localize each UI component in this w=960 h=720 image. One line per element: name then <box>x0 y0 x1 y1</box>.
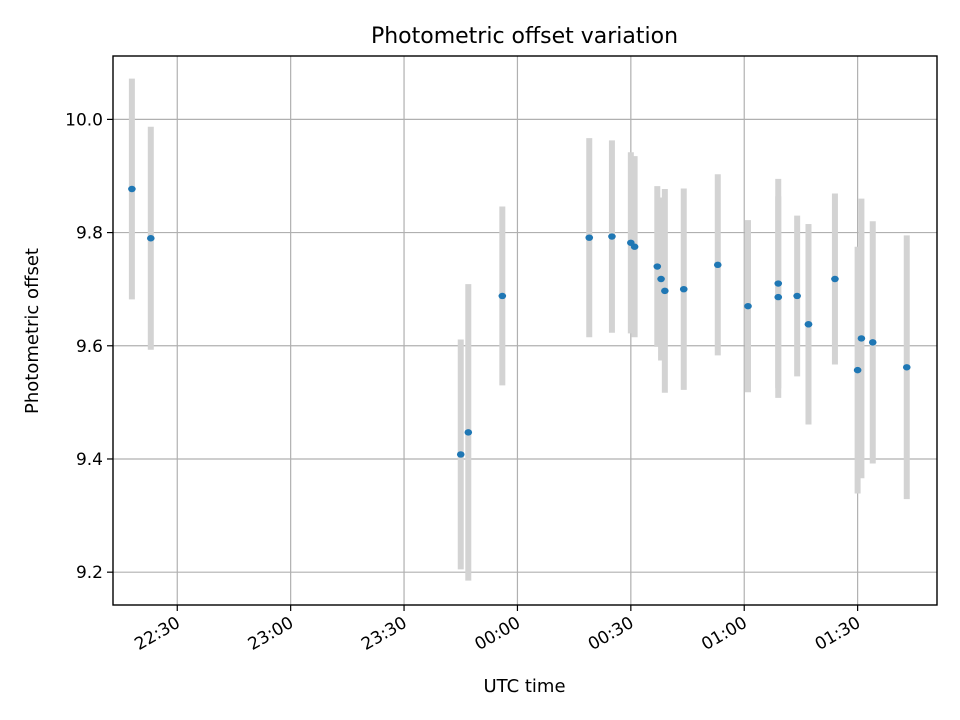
data-point <box>868 339 877 346</box>
y-tick-label: 9.6 <box>76 337 103 357</box>
data-point <box>744 302 752 310</box>
data-point <box>653 263 662 270</box>
y-axis-label: Photometric offset <box>22 248 43 414</box>
x-tick-label: 01:00 <box>698 613 750 655</box>
x-tick-label: 22:30 <box>131 613 183 655</box>
data-point <box>498 292 507 300</box>
y-tick-label: 9.4 <box>76 450 103 470</box>
x-gridlines <box>176 56 859 605</box>
data-point <box>853 366 862 374</box>
data-point <box>713 261 722 269</box>
data-point <box>831 275 839 283</box>
data-point <box>657 275 665 283</box>
data-point <box>630 243 639 250</box>
x-tick-label: 23:30 <box>358 613 410 655</box>
data-point <box>774 280 783 287</box>
data-point <box>456 451 465 458</box>
y-axis-ticks: 9.2 9.4 9.6 9.8 10.0 <box>65 110 113 583</box>
y-tick-label: 9.8 <box>76 224 103 244</box>
data-point <box>608 233 616 240</box>
x-tick-label: 00:30 <box>585 613 637 655</box>
data-point <box>585 234 594 241</box>
data-point <box>679 285 688 293</box>
y-gridlines <box>113 118 937 573</box>
x-tick-label: 00:00 <box>472 613 524 655</box>
chart-title: Photometric offset variation <box>371 24 678 49</box>
x-axis-ticks: 22:30 23:00 23:30 00:00 00:30 01:00 01:30 <box>131 605 864 655</box>
data-point <box>464 429 473 436</box>
x-tick-label: 01:30 <box>812 613 864 655</box>
data-point <box>804 321 813 328</box>
data-point <box>146 235 155 242</box>
data-point <box>902 364 911 371</box>
y-tick-label: 9.2 <box>76 563 103 583</box>
y-tick-label: 10.0 <box>65 110 103 130</box>
x-axis-label: UTC time <box>483 676 565 697</box>
error-bars <box>128 78 910 581</box>
x-tick-label: 23:00 <box>245 613 297 655</box>
plot-frame <box>112 55 938 606</box>
data-point <box>774 293 783 301</box>
data-point <box>128 185 136 193</box>
data-point <box>793 292 801 300</box>
data-points <box>128 185 911 458</box>
data-point <box>661 287 669 295</box>
data-point <box>857 335 866 342</box>
